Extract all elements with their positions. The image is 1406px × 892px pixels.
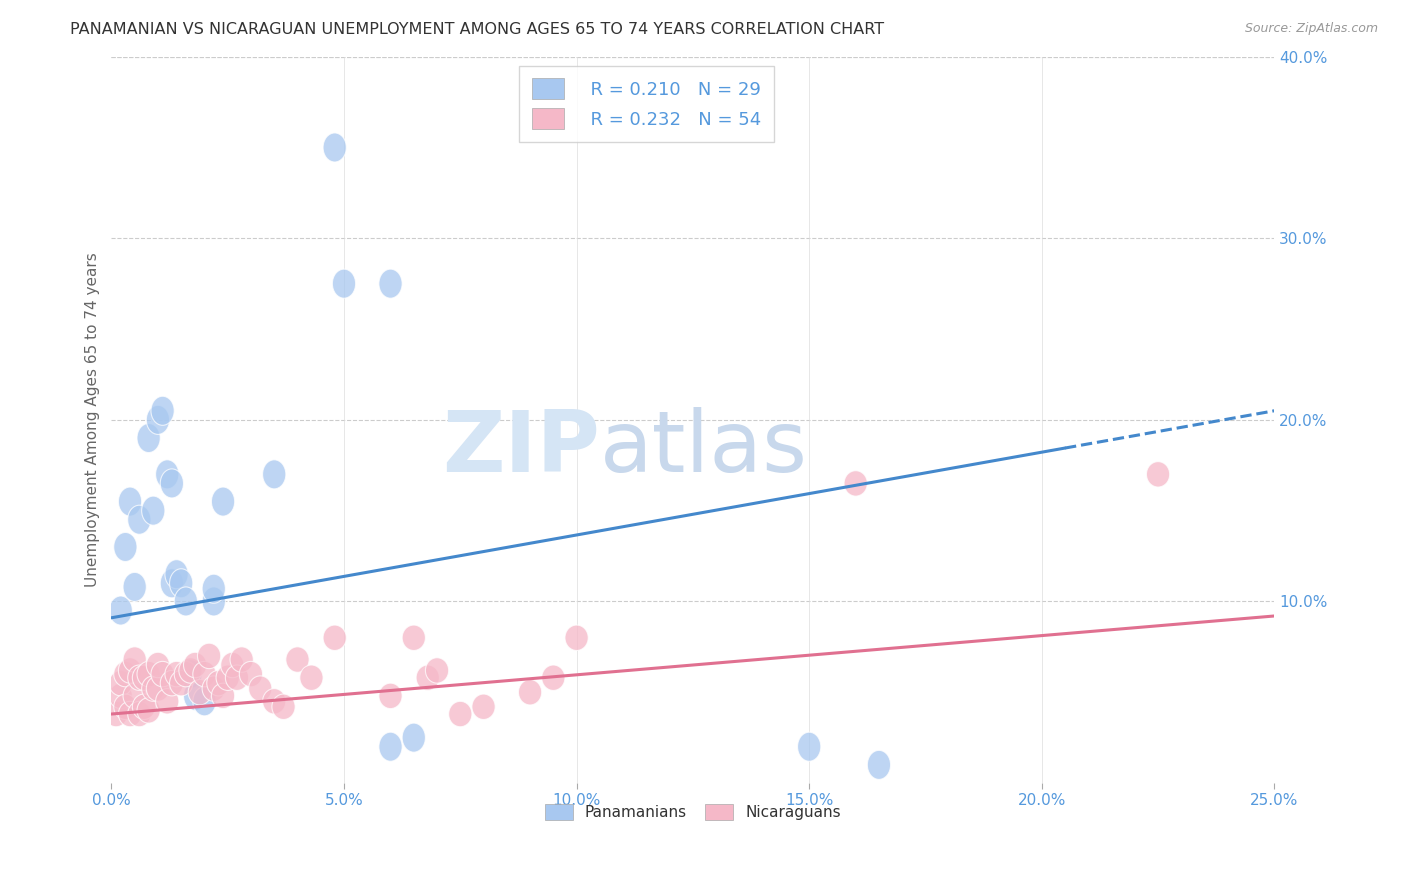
Ellipse shape [797,732,821,761]
Ellipse shape [124,647,146,673]
Ellipse shape [136,698,160,723]
Ellipse shape [285,647,309,673]
Ellipse shape [160,469,184,498]
Ellipse shape [114,533,136,561]
Ellipse shape [207,671,231,696]
Ellipse shape [118,701,142,727]
Ellipse shape [118,657,142,683]
Ellipse shape [472,694,495,720]
Ellipse shape [165,559,188,589]
Ellipse shape [136,661,160,687]
Ellipse shape [271,694,295,720]
Ellipse shape [104,701,128,727]
Ellipse shape [160,671,184,696]
Ellipse shape [110,683,132,708]
Ellipse shape [844,471,868,496]
Text: ZIP: ZIP [441,408,600,491]
Ellipse shape [197,643,221,669]
Ellipse shape [565,625,588,650]
Ellipse shape [132,694,156,720]
Ellipse shape [188,680,211,705]
Ellipse shape [150,396,174,425]
Ellipse shape [114,694,136,720]
Ellipse shape [179,657,202,683]
Ellipse shape [202,587,225,616]
Ellipse shape [146,405,170,434]
Ellipse shape [142,496,165,525]
Ellipse shape [202,574,225,603]
Ellipse shape [124,683,146,708]
Ellipse shape [160,569,184,598]
Ellipse shape [323,625,346,650]
Text: PANAMANIAN VS NICARAGUAN UNEMPLOYMENT AMONG AGES 65 TO 74 YEARS CORRELATION CHAR: PANAMANIAN VS NICARAGUAN UNEMPLOYMENT AM… [70,22,884,37]
Ellipse shape [193,661,217,687]
Ellipse shape [225,665,249,690]
Ellipse shape [211,683,235,708]
Ellipse shape [150,661,174,687]
Ellipse shape [402,625,426,650]
Ellipse shape [263,689,285,714]
Ellipse shape [249,676,271,701]
Ellipse shape [449,701,472,727]
Ellipse shape [426,657,449,683]
Ellipse shape [868,750,890,780]
Ellipse shape [124,573,146,601]
Ellipse shape [1146,462,1170,487]
Ellipse shape [184,652,207,678]
Ellipse shape [128,665,150,690]
Ellipse shape [332,269,356,298]
Ellipse shape [136,424,160,452]
Ellipse shape [110,671,132,696]
Ellipse shape [128,701,150,727]
Ellipse shape [142,676,165,701]
Y-axis label: Unemployment Among Ages 65 to 74 years: Unemployment Among Ages 65 to 74 years [86,252,100,587]
Ellipse shape [165,661,188,687]
Text: atlas: atlas [600,408,808,491]
Ellipse shape [402,723,426,752]
Ellipse shape [378,269,402,298]
Ellipse shape [114,661,136,687]
Ellipse shape [231,647,253,673]
Ellipse shape [146,652,170,678]
Ellipse shape [179,659,202,689]
Ellipse shape [118,487,142,516]
Legend: Panamanians, Nicaraguans: Panamanians, Nicaraguans [538,798,846,826]
Ellipse shape [132,665,156,690]
Ellipse shape [193,687,217,716]
Ellipse shape [323,133,346,162]
Ellipse shape [156,459,179,489]
Ellipse shape [128,505,150,534]
Ellipse shape [519,680,541,705]
Ellipse shape [156,689,179,714]
Ellipse shape [211,487,235,516]
Ellipse shape [378,732,402,761]
Ellipse shape [110,596,132,625]
Ellipse shape [263,459,285,489]
Ellipse shape [174,587,197,616]
Ellipse shape [146,676,170,701]
Ellipse shape [202,676,225,701]
Ellipse shape [416,665,439,690]
Ellipse shape [299,665,323,690]
Ellipse shape [221,652,245,678]
Ellipse shape [170,569,193,598]
Ellipse shape [174,661,197,687]
Ellipse shape [378,683,402,708]
Ellipse shape [541,665,565,690]
Ellipse shape [170,671,193,696]
Ellipse shape [217,665,239,690]
Text: Source: ZipAtlas.com: Source: ZipAtlas.com [1244,22,1378,36]
Ellipse shape [239,661,263,687]
Ellipse shape [184,681,207,710]
